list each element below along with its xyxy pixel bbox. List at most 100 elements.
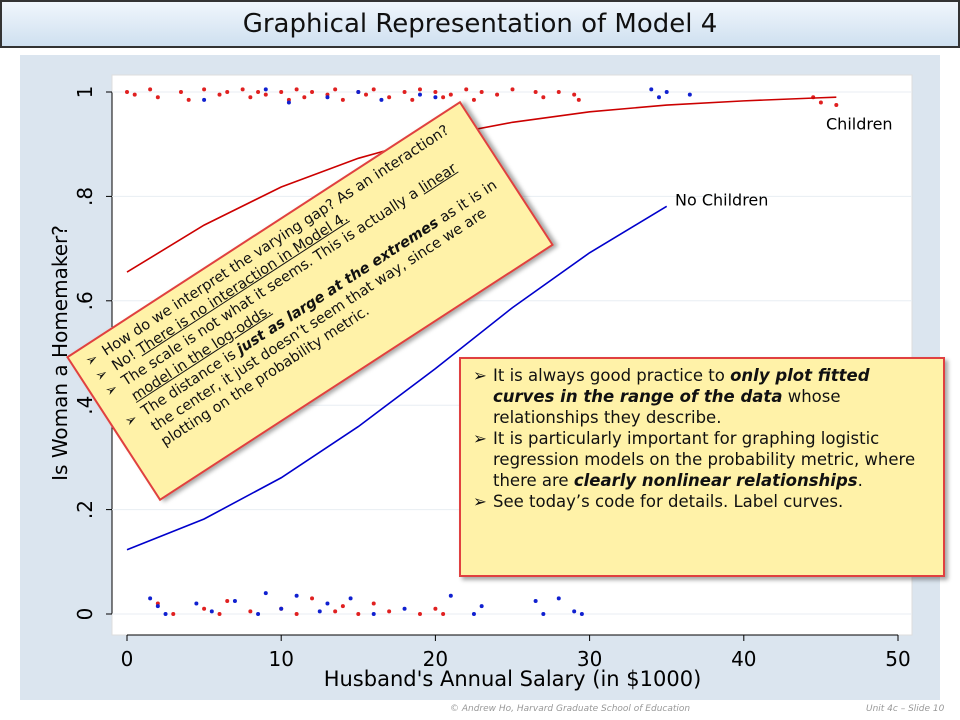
curve-label: No Children: [675, 191, 768, 210]
point: [217, 612, 222, 616]
point: [163, 612, 168, 616]
point: [433, 90, 438, 94]
point: [471, 612, 476, 616]
point: [687, 92, 692, 97]
point: [186, 97, 191, 102]
point: [171, 612, 176, 616]
y-tick-label: .4: [73, 396, 97, 415]
point: [310, 90, 315, 94]
point: [510, 87, 515, 92]
point: [379, 97, 384, 102]
point: [256, 90, 261, 94]
point: [194, 601, 199, 606]
point: [417, 92, 422, 97]
bullet: It is particularly important for graphin…: [473, 428, 933, 491]
point: [148, 87, 153, 92]
point: [263, 92, 268, 97]
y-axis-label: Is Woman a Homemaker?: [48, 225, 72, 481]
point: [556, 596, 561, 601]
y-tick-label: 0: [73, 608, 97, 621]
point: [202, 97, 207, 102]
point: [818, 100, 823, 105]
point: [441, 95, 446, 100]
point: [209, 609, 214, 614]
curve: [126, 96, 837, 273]
point: [471, 97, 476, 102]
text-run: It is particularly important for graphin…: [493, 429, 916, 490]
text-run: See today’s code for details. Label curv…: [493, 492, 844, 511]
point: [294, 87, 299, 92]
point: [556, 90, 561, 94]
bullet: See today’s code for details. Label curv…: [473, 491, 933, 512]
point: [364, 92, 369, 97]
point: [225, 90, 230, 94]
point: [232, 598, 237, 603]
x-tick-label: 40: [731, 647, 756, 671]
point: [387, 609, 392, 614]
point: [402, 90, 407, 94]
point: [155, 95, 160, 100]
point: [417, 612, 422, 616]
bullet: It is always good practice to only plot …: [473, 365, 933, 428]
point: [155, 604, 160, 609]
point: [356, 612, 361, 616]
title: Graphical Representation of Model 4: [0, 0, 960, 48]
point: [541, 95, 546, 100]
point: [371, 612, 376, 616]
point: [348, 596, 353, 601]
point: [402, 606, 407, 611]
point: [572, 92, 577, 97]
point: [576, 97, 581, 102]
text-run: .: [857, 471, 863, 490]
point: [279, 90, 284, 94]
point: [340, 97, 345, 102]
x-tick-label: 20: [423, 647, 448, 671]
point: [317, 609, 322, 614]
text-run: clearly nonlinear relationships: [573, 471, 858, 490]
y-tick-label: 1: [73, 86, 97, 99]
point: [340, 604, 345, 609]
point: [325, 95, 330, 100]
curve: [126, 205, 668, 551]
x-tick-label: 50: [885, 647, 910, 671]
point: [433, 95, 438, 100]
point: [217, 92, 222, 97]
point: [433, 606, 438, 611]
point: [410, 97, 415, 102]
point: [533, 598, 538, 603]
text-run: It is always good practice to: [493, 366, 731, 385]
point: [202, 606, 207, 611]
point: [125, 90, 129, 94]
point: [202, 87, 207, 92]
point: [333, 609, 338, 614]
point: [387, 95, 392, 100]
point: [325, 601, 330, 606]
point: [448, 593, 453, 598]
point: [417, 87, 422, 92]
x-tick-label: 10: [268, 647, 293, 671]
point: [178, 90, 183, 94]
point: [279, 606, 284, 611]
point: [464, 87, 469, 92]
point: [541, 612, 546, 616]
point: [132, 92, 137, 97]
point: [256, 612, 261, 616]
point: [479, 90, 484, 94]
point: [286, 100, 291, 105]
point: [263, 591, 268, 596]
point: [302, 95, 307, 100]
point: [248, 95, 253, 100]
point: [294, 593, 299, 598]
point: [333, 87, 338, 92]
point: [225, 598, 230, 603]
curve-label: Children: [826, 115, 893, 134]
point: [649, 87, 654, 92]
point: [479, 604, 484, 609]
x-tick-label: 0: [121, 647, 134, 671]
text-run: only plot fitted curves in the range of …: [493, 366, 870, 406]
point: [356, 90, 361, 94]
x-tick-label: 30: [577, 647, 602, 671]
point: [533, 90, 538, 94]
y-tick-label: .8: [73, 187, 97, 206]
